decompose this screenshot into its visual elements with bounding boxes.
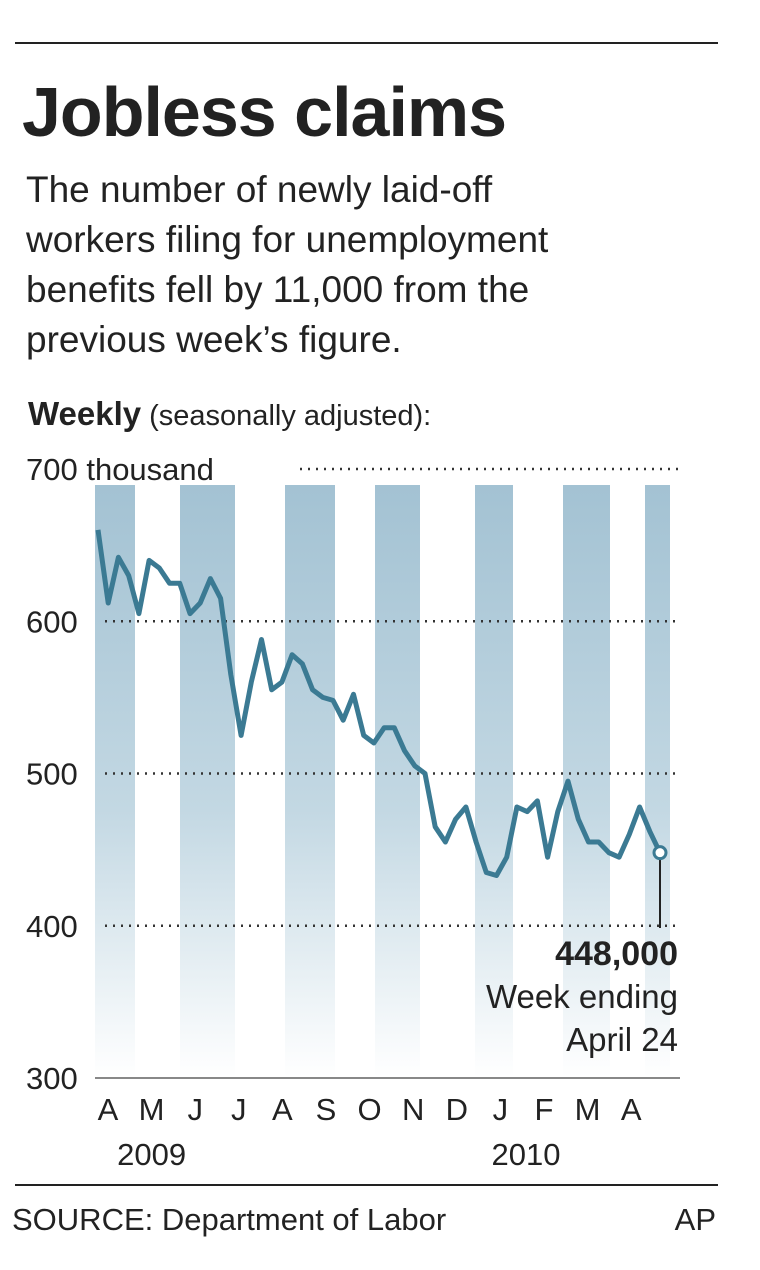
last-point [652,845,668,861]
x-tick-label: J [231,1092,247,1127]
band [180,485,235,1077]
subtitle-line: workers filing for unemployment [25,219,549,260]
y-tick-label: 300 [26,1061,78,1096]
axis-label-bold: Weekly [28,395,142,432]
data-line [95,529,663,878]
band [645,485,670,1077]
x-tick-label: M [575,1092,601,1127]
credit: AP [675,1202,716,1237]
x-tick-label: M [139,1092,165,1127]
y-tick-label: 400 [26,909,78,944]
source: SOURCE: Department of Labor [12,1202,446,1237]
band [285,485,335,1077]
x-tick-label: F [535,1092,554,1127]
band [375,485,420,1077]
x-tick-label: A [621,1092,642,1127]
x-tick-label: J [187,1092,203,1127]
x-tick-label: D [446,1092,468,1127]
subtitle-line: previous week’s figure. [26,319,402,360]
band [475,485,513,1077]
subtitle: The number of newly laid-off workers fili… [25,169,549,360]
annotation: April 24 [566,1021,678,1058]
subtitle-line: benefits fell by 11,000 from the [26,269,529,310]
year-label: 2009 [117,1137,186,1172]
y-tick-label: 600 [26,604,78,639]
subtitle-line: The number of newly laid-off [26,169,493,210]
y-tick-label: 500 [26,757,78,792]
x-tick-label: N [402,1092,424,1127]
axis-label-note: (seasonally adjusted): [149,400,431,432]
x-tick-label: S [316,1092,337,1127]
band [563,485,610,1077]
x-tick-label: A [98,1092,119,1127]
annotation: 448,000 [555,935,678,973]
year-label: 2010 [492,1137,561,1172]
x-tick-label: O [358,1092,382,1127]
chart-title: Jobless claims [22,73,506,151]
x-tick-label: A [272,1092,293,1127]
y-tick-label: 700 thousand [26,452,214,487]
annotation: Week ending [486,978,678,1015]
x-tick-label: J [493,1092,509,1127]
axis-label: Weekly (seasonally adjusted): [28,395,431,432]
